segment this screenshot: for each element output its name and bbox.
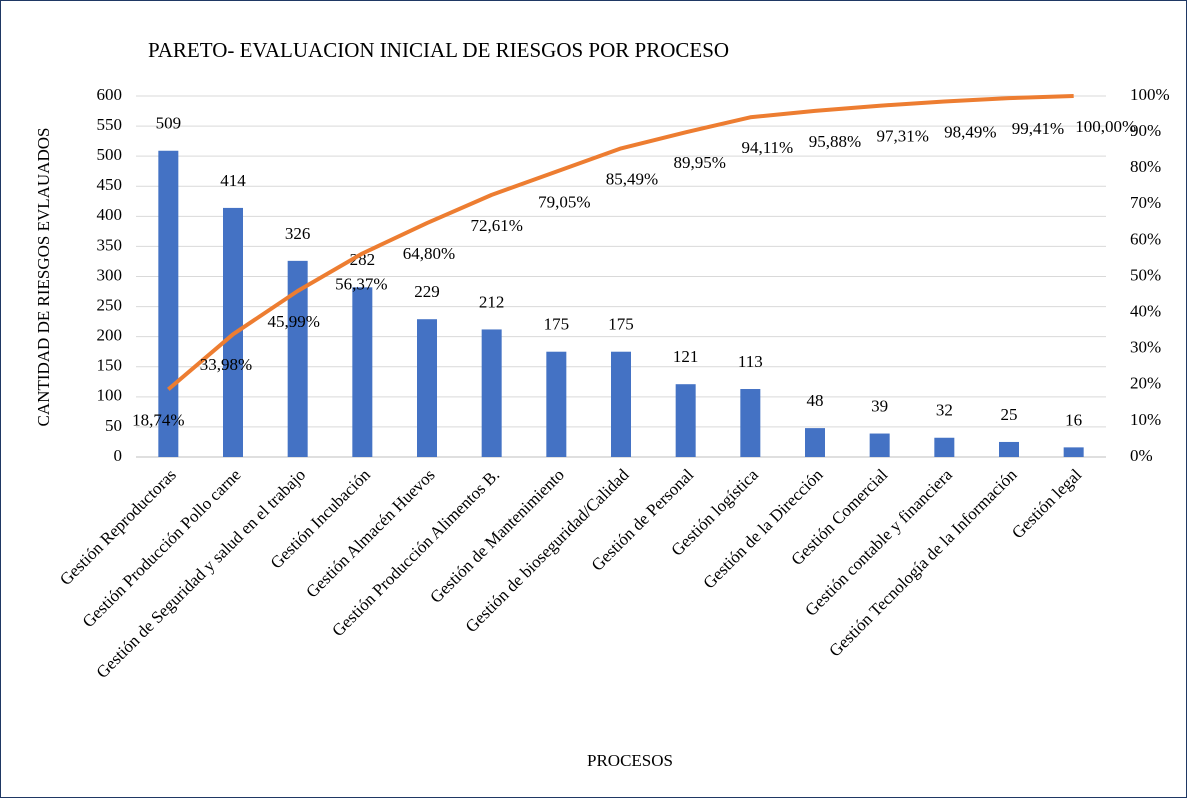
bar — [417, 319, 437, 457]
line-value-label: 100,00% — [1075, 117, 1136, 136]
bar-value-label: 39 — [871, 396, 888, 415]
line-value-label: 98,49% — [944, 122, 996, 141]
bar — [934, 437, 955, 457]
y-tick-label: 550 — [97, 115, 123, 134]
line-value-label: 45,99% — [267, 312, 319, 331]
bar-value-label: 48 — [807, 391, 824, 410]
bar — [740, 389, 761, 457]
bar-value-label: 113 — [738, 352, 763, 371]
y2-tick-label: 100% — [1130, 85, 1170, 104]
bar — [352, 287, 373, 457]
bar — [675, 384, 696, 457]
bar-value-label: 121 — [673, 347, 699, 366]
line-value-label: 72,61% — [470, 216, 522, 235]
bar-value-label: 25 — [1001, 405, 1018, 424]
y-tick-label: 400 — [97, 205, 123, 224]
line-value-label: 95,88% — [809, 132, 861, 151]
line-value-label: 56,37% — [335, 274, 387, 293]
bar — [869, 433, 890, 457]
y-tick-label: 200 — [97, 326, 123, 345]
y2-tick-label: 60% — [1130, 229, 1161, 248]
bar — [805, 428, 825, 457]
cumulative-line — [167, 94, 1074, 391]
line-value-label: 94,11% — [741, 138, 793, 157]
bar-value-label: 212 — [479, 292, 505, 311]
y-tick-label: 100 — [97, 386, 123, 405]
y2-tick-label: 10% — [1130, 410, 1161, 429]
y-tick-label: 50 — [105, 416, 122, 435]
x-axis-title: PROCESOS — [587, 751, 673, 770]
bar-value-label: 16 — [1065, 410, 1082, 429]
y2-tick-label: 50% — [1130, 265, 1161, 284]
y-tick-label: 350 — [97, 235, 123, 254]
bar-value-label: 326 — [285, 224, 311, 243]
y-tick-label: 250 — [97, 295, 123, 314]
line-value-label: 18,74% — [132, 410, 184, 429]
bar — [1063, 447, 1084, 457]
line-value-label: 33,98% — [200, 355, 252, 374]
bar — [611, 351, 631, 457]
y2-tick-label: 20% — [1130, 374, 1161, 393]
bar-value-label: 229 — [414, 282, 440, 301]
line-value-label: 64,80% — [403, 244, 455, 263]
line-value-label: 89,95% — [673, 153, 725, 172]
y2-tick-label: 40% — [1130, 302, 1161, 321]
y2-tick-label: 80% — [1130, 157, 1161, 176]
y-tick-label: 0 — [114, 446, 123, 465]
bar — [481, 329, 502, 457]
y-axis-title: CANTIDAD DE RIESGOS EVLAUADOS — [34, 128, 53, 427]
line-value-label: 99,41% — [1012, 119, 1064, 138]
y-tick-label: 150 — [97, 356, 123, 375]
y-tick-label: 450 — [97, 175, 123, 194]
y2-tick-label: 90% — [1130, 121, 1161, 140]
bar — [999, 441, 1019, 457]
bar-value-label: 175 — [608, 315, 634, 334]
bar-value-label: 175 — [544, 315, 570, 334]
bar-value-label: 414 — [220, 171, 246, 190]
bar — [546, 351, 567, 457]
y2-tick-label: 70% — [1130, 193, 1161, 212]
chart-title: PARETO- EVALUACION INICIAL DE RIESGOS PO… — [148, 38, 729, 62]
y2-tick-label: 30% — [1130, 338, 1161, 357]
bar — [287, 260, 308, 457]
y2-tick-label: 0% — [1130, 446, 1153, 465]
y-tick-label: 300 — [97, 265, 123, 284]
line-value-label: 85,49% — [606, 169, 658, 188]
line-value-label: 79,05% — [538, 193, 590, 212]
y-tick-label: 600 — [97, 85, 123, 104]
bar-value-label: 509 — [156, 114, 182, 133]
bar-value-label: 32 — [936, 401, 953, 420]
y-tick-label: 500 — [97, 145, 123, 164]
line-value-label: 97,31% — [876, 127, 928, 146]
bar — [158, 150, 179, 458]
